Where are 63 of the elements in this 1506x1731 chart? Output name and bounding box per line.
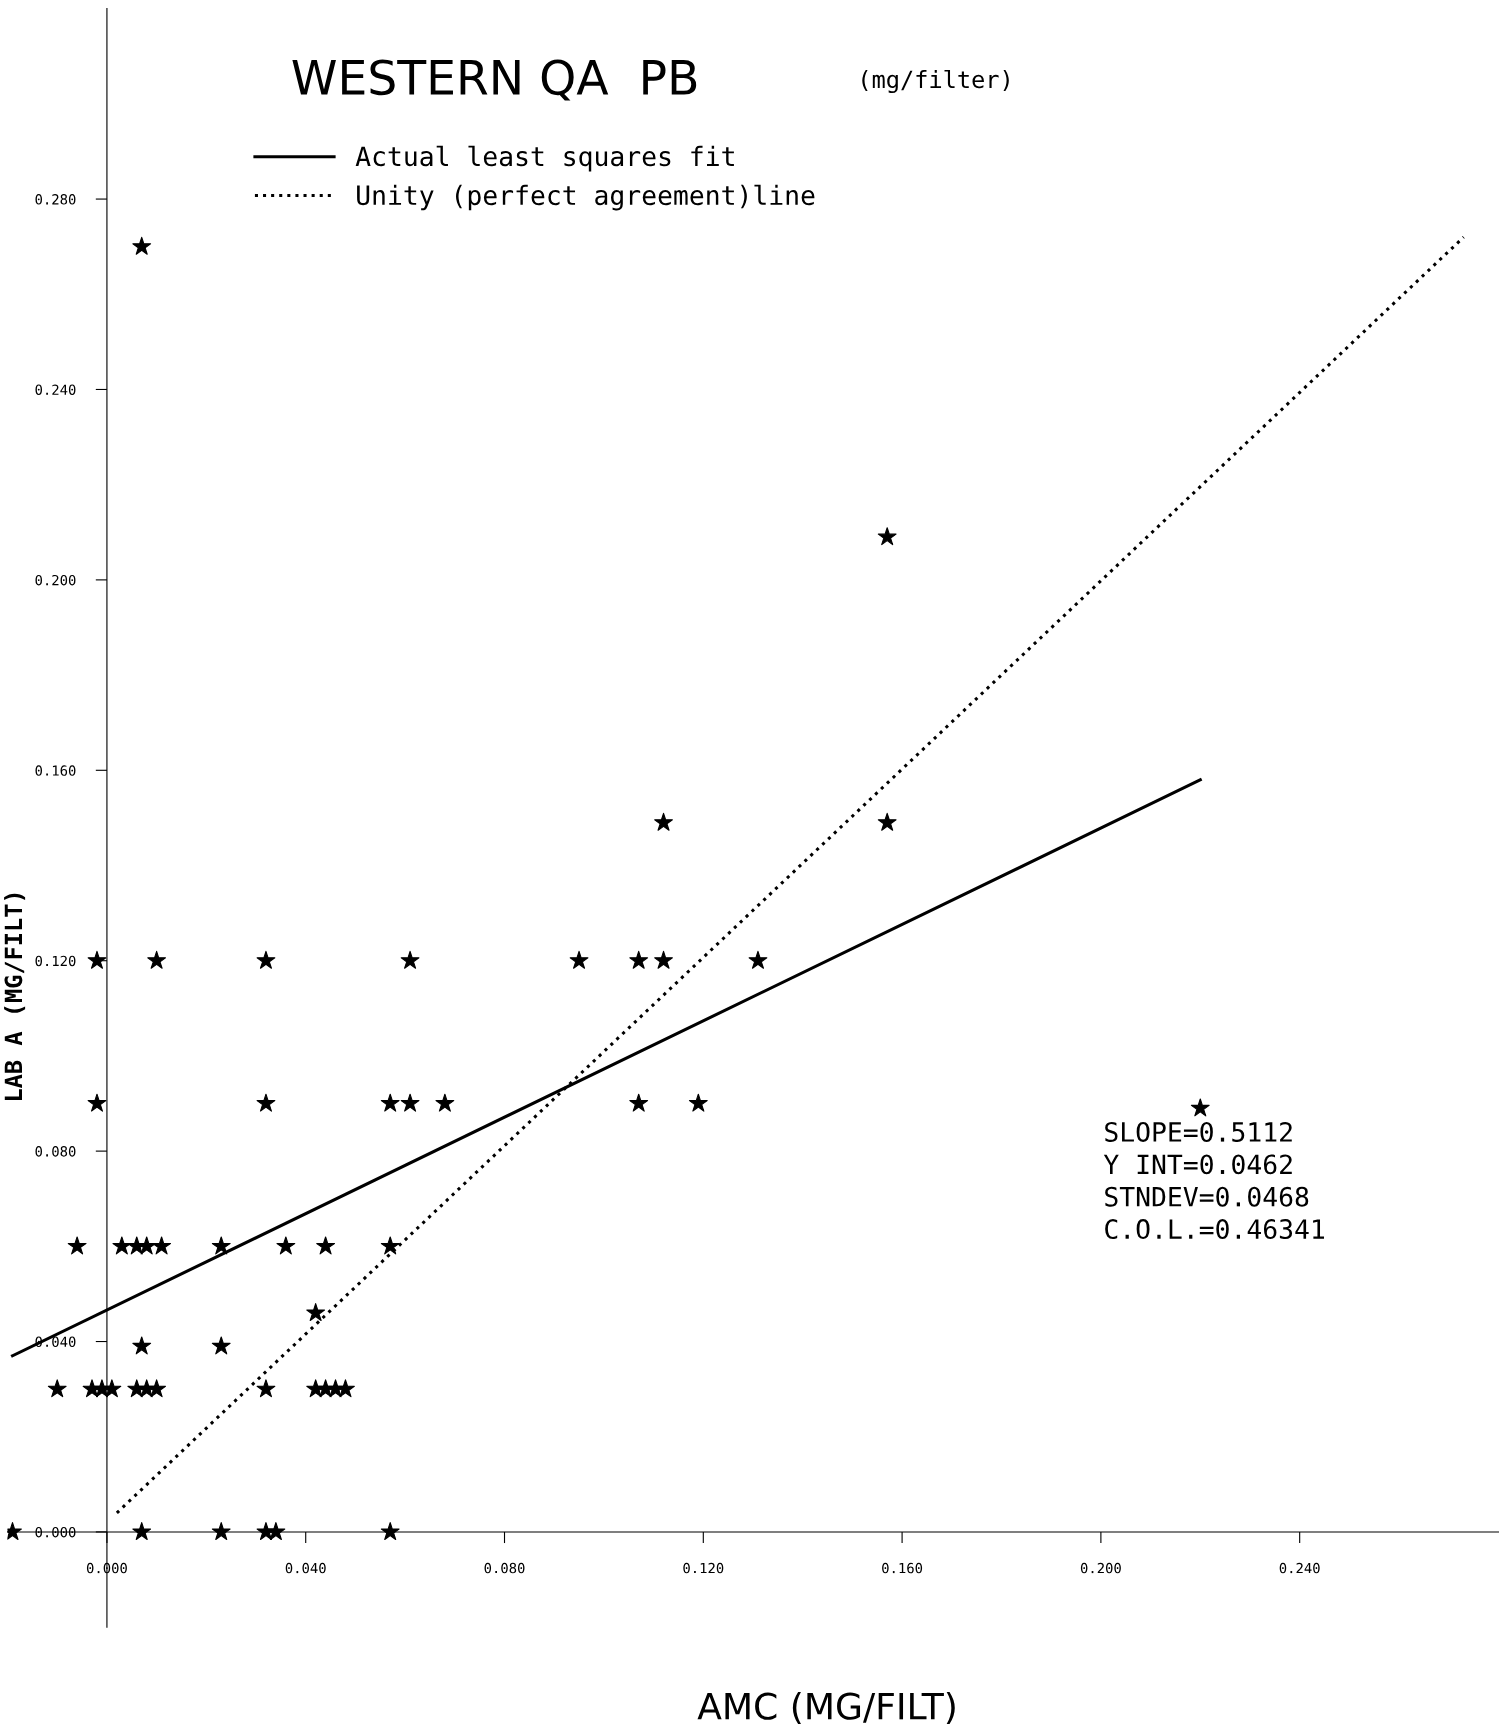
point (152, 1236, 172, 1255)
y-tick-label: 0.000 (35, 1526, 76, 1538)
point (748, 950, 768, 969)
point (380, 1093, 400, 1112)
y-tick-label: 0.080 (35, 1146, 76, 1157)
point (654, 950, 673, 969)
point (654, 812, 673, 831)
point (306, 1303, 326, 1322)
point (102, 1379, 122, 1398)
point (87, 950, 107, 969)
point (877, 527, 897, 546)
point (112, 1236, 132, 1255)
x-tick-label: 0.080 (484, 1562, 525, 1574)
annotation: C.O.L.=0.46341 (1105, 1219, 1325, 1240)
y-tick-label: 0.280 (35, 194, 76, 205)
legend-label: Actual least squares fit (355, 145, 734, 172)
point (276, 1236, 296, 1255)
point (47, 1379, 67, 1398)
point (400, 950, 420, 969)
y-axis-title: LAB A (MG/FILT) (4, 893, 26, 1100)
point (67, 1236, 87, 1255)
point (629, 1093, 649, 1112)
text: (mg/filter) (862, 69, 1009, 94)
point (336, 1379, 355, 1398)
point (1190, 1098, 1210, 1117)
point (147, 950, 167, 969)
point (132, 1336, 152, 1355)
point (629, 950, 649, 969)
point (256, 950, 276, 969)
point (569, 950, 589, 969)
x-tick-label: 0.160 (882, 1562, 923, 1574)
text: WESTERN QA PB (292, 59, 697, 101)
point (211, 1236, 231, 1255)
annotation: STNDEV=0.0468 (1105, 1186, 1309, 1207)
point (877, 812, 897, 831)
point (380, 1236, 400, 1255)
point (211, 1336, 231, 1355)
point (87, 1093, 107, 1112)
point (137, 1236, 157, 1255)
point (435, 1093, 455, 1112)
y-tick-label: 0.240 (35, 384, 76, 395)
point (256, 1379, 276, 1398)
point (316, 1236, 336, 1255)
x-tick-label: 0.240 (1279, 1562, 1320, 1574)
point (256, 1093, 276, 1112)
legend-label: Unity (perfect agreement)line (357, 184, 815, 211)
y-tick-label: 0.200 (35, 574, 76, 586)
y-tick-label: 0.120 (35, 955, 76, 967)
point (211, 1522, 231, 1541)
annotation: Y INT=0.0462 (1103, 1154, 1292, 1175)
annotation: SLOPE=0.5112 (1105, 1122, 1292, 1142)
x-tick-label: 0.200 (1080, 1562, 1121, 1574)
y-tick-label: 0.160 (35, 765, 76, 776)
x-tick-label: 0.120 (683, 1562, 724, 1574)
point (400, 1093, 420, 1112)
point (688, 1093, 708, 1112)
point (147, 1379, 167, 1398)
x-tick-label: 0.040 (285, 1562, 326, 1574)
point (132, 236, 152, 255)
point (132, 1522, 152, 1541)
point (380, 1522, 400, 1541)
point (266, 1522, 286, 1541)
x-axis-title: AMC (MG/FILT) (697, 1691, 955, 1725)
